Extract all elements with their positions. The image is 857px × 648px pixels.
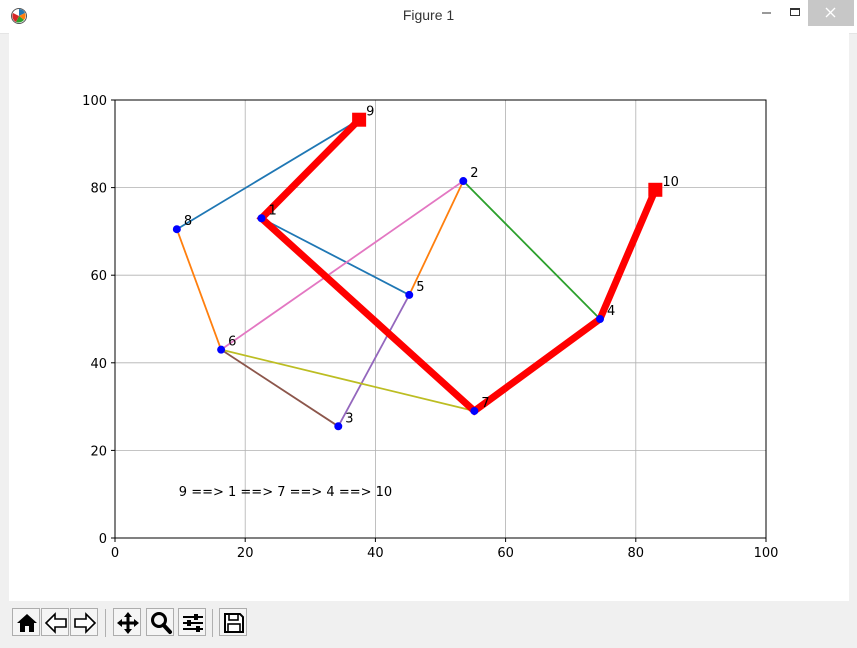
x-tick-label: 40 xyxy=(367,546,384,561)
edge-line xyxy=(176,228,222,350)
node-label: 8 xyxy=(184,214,192,229)
y-tick-label: 100 xyxy=(82,94,107,109)
node-point xyxy=(459,177,468,186)
x-tick-label: 60 xyxy=(497,546,514,561)
grid xyxy=(114,99,767,539)
edge-line xyxy=(261,217,410,296)
home-icon xyxy=(17,614,37,632)
endpoint-marker xyxy=(352,112,367,127)
floppy-disk-icon xyxy=(224,613,244,633)
path-annotation: 9 ==> 1 ==> 7 ==> 4 ==> 10 xyxy=(179,485,392,500)
home-button[interactable] xyxy=(12,608,40,636)
node-label: 4 xyxy=(607,304,615,319)
y-tick-label: 20 xyxy=(90,444,107,459)
node-point xyxy=(257,214,266,223)
nodes xyxy=(172,112,663,431)
node-label: 3 xyxy=(345,411,353,426)
y-tick-label: 80 xyxy=(90,182,107,197)
maximize-icon xyxy=(790,8,800,16)
pan-button[interactable] xyxy=(113,608,141,636)
node-label: 7 xyxy=(481,396,489,411)
close-button[interactable] xyxy=(808,0,854,26)
arrow-left-icon xyxy=(44,612,67,634)
shortest-path xyxy=(256,117,659,416)
node-point xyxy=(595,315,604,323)
navigation-toolbar xyxy=(0,601,857,648)
minimize-button[interactable] xyxy=(752,0,782,26)
edges xyxy=(176,118,601,428)
x-tick-label: 80 xyxy=(628,546,645,561)
magnifier-icon xyxy=(151,612,172,634)
save-button[interactable] xyxy=(219,608,247,636)
zoom-button[interactable] xyxy=(146,608,174,636)
figure-canvas[interactable]: 1 2 3 4 5 6 7 8 9 10 0 20 40 60 80 100 0 20 40 60 80 100 9 =… xyxy=(9,33,849,601)
move-icon xyxy=(117,612,139,634)
y-tick-label: 0 xyxy=(99,532,107,547)
sliders-icon xyxy=(183,614,203,632)
node-labels: 1 2 3 4 5 6 7 8 9 10 xyxy=(184,105,679,427)
close-icon xyxy=(825,7,836,18)
window-title: Figure 1 xyxy=(402,7,455,23)
toolbar-separator xyxy=(105,609,106,637)
maximize-button[interactable] xyxy=(781,0,811,26)
minimize-icon xyxy=(762,12,771,14)
title-bar: Figure 1 xyxy=(0,0,857,34)
chart: 1 2 3 4 5 6 7 8 9 10 0 20 40 60 80 100 0 20 40 60 80 100 9 =… xyxy=(82,94,778,561)
forward-button[interactable] xyxy=(70,608,98,636)
edge-line xyxy=(337,294,411,427)
matplotlib-logo-icon xyxy=(11,8,27,24)
edge-line xyxy=(220,348,339,428)
back-button[interactable] xyxy=(41,608,69,636)
configure-subplots-button[interactable] xyxy=(178,608,206,636)
edge-line xyxy=(408,180,465,296)
node-point xyxy=(470,406,479,415)
toolbar-separator xyxy=(212,609,213,637)
y-tick-label: 40 xyxy=(90,357,107,372)
path-line xyxy=(256,117,659,416)
edge-line xyxy=(220,348,475,412)
edge-line xyxy=(462,180,601,320)
edge-line xyxy=(176,118,360,230)
y-tick-label: 60 xyxy=(90,269,107,284)
axis-ticks: 0 20 40 60 80 100 0 20 40 60 80 100 xyxy=(82,94,778,561)
x-tick-label: 0 xyxy=(111,546,119,561)
node-point xyxy=(217,345,226,354)
axes-frame xyxy=(114,99,767,539)
edge-line xyxy=(220,180,464,351)
endpoint-marker xyxy=(648,182,663,197)
x-tick-label: 20 xyxy=(237,546,254,561)
node-label: 1 xyxy=(268,203,276,218)
node-label: 6 xyxy=(228,335,236,350)
node-label: 5 xyxy=(416,280,424,295)
arrow-right-icon xyxy=(74,612,97,634)
node-point xyxy=(172,225,181,234)
node-label: 9 xyxy=(366,105,374,120)
node-point xyxy=(334,422,343,431)
node-label: 10 xyxy=(662,175,679,190)
node-label: 2 xyxy=(470,166,478,181)
node-point xyxy=(405,290,414,299)
x-tick-label: 100 xyxy=(754,546,779,561)
